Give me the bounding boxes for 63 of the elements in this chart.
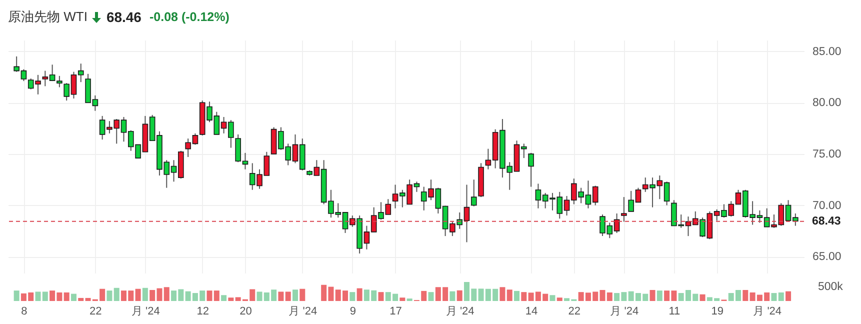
x-tick-label: 17	[390, 306, 402, 318]
bar	[771, 293, 777, 301]
x-tick-label: 11	[668, 306, 680, 318]
bar	[450, 291, 456, 301]
bar	[64, 292, 70, 301]
bar	[285, 292, 291, 301]
bar	[550, 295, 556, 301]
candlestick	[470, 179, 477, 207]
y-tick-label: 85.00	[812, 46, 842, 58]
x-tick-label: 月 '24	[288, 306, 318, 318]
bar	[521, 292, 527, 301]
x-tick-label: 20	[240, 306, 252, 318]
bar	[456, 290, 462, 301]
bar	[106, 290, 112, 301]
y-tick-label: 75.00	[812, 148, 842, 160]
bar	[656, 290, 662, 301]
bar	[650, 290, 656, 301]
bar	[142, 288, 148, 301]
bar	[428, 292, 434, 301]
bar	[356, 288, 362, 301]
bar	[742, 290, 748, 301]
bar	[350, 292, 356, 301]
bar	[278, 292, 284, 301]
x-tick-label: 月 '24	[753, 306, 782, 318]
bar	[114, 288, 120, 301]
bar	[700, 294, 706, 301]
bar	[70, 294, 76, 301]
candlestick	[528, 152, 534, 188]
bar	[378, 292, 384, 301]
text: 500k	[818, 281, 844, 293]
y-tick-label: 70.00	[812, 200, 842, 212]
bar	[221, 295, 227, 301]
text: 68.46	[106, 9, 142, 25]
bar	[292, 290, 298, 301]
bar	[78, 298, 84, 301]
x-tick-label: 月 '24	[131, 306, 160, 318]
x-tick-label: 月 '24	[446, 306, 474, 318]
chart-title: 原油先物 WTI	[8, 8, 88, 26]
x-tick-label: 月 '24	[610, 306, 639, 318]
bar	[778, 292, 784, 301]
bar	[135, 288, 141, 301]
x-tick-label: 8	[21, 306, 28, 318]
bar	[506, 290, 512, 301]
bar	[14, 290, 20, 301]
candlestick	[621, 196, 627, 222]
y-tick-label: 80.00	[812, 97, 842, 110]
x-tick-label: 12	[196, 306, 209, 318]
x-tick-label: 22	[90, 306, 102, 318]
bar	[786, 291, 792, 301]
x-tick-label: 14	[525, 306, 538, 318]
text: -0.08 (-0.12%)	[149, 10, 230, 24]
bar	[500, 287, 506, 301]
y-tick-label: 65.00	[812, 251, 842, 264]
x-tick-label: 9	[350, 306, 356, 318]
bar	[556, 298, 562, 301]
bar	[400, 298, 406, 301]
ref-line-label: 68.43	[812, 215, 841, 228]
bar	[300, 288, 306, 301]
bar	[228, 298, 234, 301]
bar	[514, 290, 520, 301]
x-tick-label: 22	[568, 306, 581, 318]
bar	[164, 287, 170, 301]
x-tick-label: 19	[711, 306, 724, 318]
